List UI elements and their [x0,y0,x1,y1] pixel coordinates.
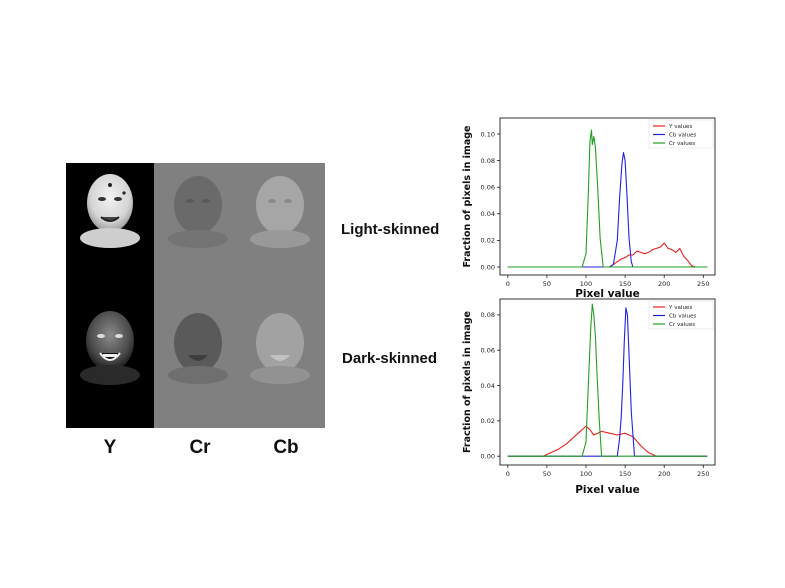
legend-entry: Cb values [669,314,697,320]
plot-frame [499,117,716,276]
y-tick-label: 0.06 [481,183,495,191]
y-tick-label: 0.08 [481,157,495,165]
x-tick-label: 150 [619,280,631,288]
y-axis-label: Fraction of pixels in image [462,126,473,268]
channel-label-y: Y [103,437,117,458]
x-tick-label: 50 [543,280,551,288]
row-label-light: Light-skinned [341,221,440,238]
y-tick-label: 0.02 [481,237,495,245]
dark-face-y [80,311,140,385]
channel-label-cr: Cr [189,437,211,458]
legend-entry: Cr values [669,141,695,147]
y-tick-label: 0.06 [481,347,495,355]
light-face-y [80,174,140,248]
x-axis-label: Pixel value [575,288,640,300]
y-tick-label: 0.04 [481,382,495,390]
y-tick-label: 0.08 [481,311,495,319]
x-axis-label: Pixel value [575,484,640,496]
light-face-cb [250,176,310,248]
y-tick-label: 0.02 [481,417,495,425]
channel-image-panel [66,163,325,428]
legend-entry: Y values [668,124,692,130]
y-tick-label: 0.00 [481,452,495,460]
x-tick-label: 150 [619,470,631,478]
legend-entry: Cb values [669,133,697,139]
y-axis-label: Fraction of pixels in image [462,311,473,453]
x-tick-label: 200 [658,280,670,288]
channel-image-svg [66,163,325,428]
x-tick-label: 100 [580,280,592,288]
y-tick-label: 0.10 [481,130,495,138]
x-tick-label: 50 [543,470,551,478]
plot-frame [499,298,716,466]
legend-entry: Y values [668,305,692,311]
histogram-dark-svg: 0 50 100 150 200 250 0.00 0.02 0.04 0.06 0.08 Pixel… [462,298,716,496]
series-line-cr-values [507,129,708,268]
x-tick-label: 0 [506,280,510,288]
x-tick-label: 200 [658,470,670,478]
dark-face-cr [168,313,228,384]
x-tick-label: 250 [697,470,709,478]
histogram-dark: 0 50 100 150 200 250 0.00 0.02 0.04 0.06 0.08 Pixel… [460,293,725,503]
legend-entry: Cr values [669,322,695,328]
series-line-cb-values [507,152,708,268]
series-line-cb-values [507,307,708,457]
x-tick-label: 250 [697,280,709,288]
series-line-y-values [507,425,708,457]
row-label-dark: Dark-skinned [342,350,438,367]
series-line-cr-values [507,303,708,457]
histogram-light: 0 50 100 150 200 250 0.00 0.02 0.04 0.06 0.08 0.10 P… [460,110,725,305]
y-tick-label: 0.04 [481,210,495,218]
y-tick-label: 0.00 [481,263,495,271]
series-line-y-values [507,242,708,268]
x-tick-label: 0 [506,470,510,478]
x-tick-label: 100 [580,470,592,478]
histogram-light-svg: 0 50 100 150 200 250 0.00 0.02 0.04 0.06 0.08 0.10 P… [462,117,716,300]
channel-label-cb: Cb [273,437,299,458]
dark-face-cb [250,313,310,384]
light-face-cr [168,176,228,248]
